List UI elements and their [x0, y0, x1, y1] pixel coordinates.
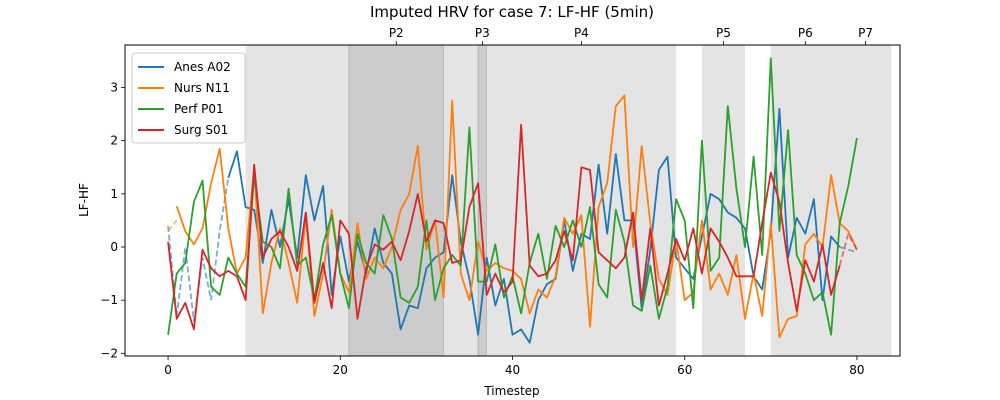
x-tick-label: 80 [849, 363, 864, 377]
x-tick-label: 40 [505, 363, 520, 377]
y-tick-label: −1 [100, 293, 118, 307]
legend-box [131, 52, 246, 144]
phase-labels: P2 P3 P4 P5 P6 P7 [389, 26, 873, 45]
series-line [175, 94, 858, 339]
y-axis: −2 −1 0 1 2 3 [100, 81, 125, 360]
series-imputed-line [167, 219, 178, 232]
y-tick-label: 1 [110, 187, 118, 201]
x-tick-label: 20 [333, 363, 348, 377]
phase-band [245, 45, 349, 356]
legend: Anes A02 Nurs N11 Perf P01 Surg S01 [131, 52, 246, 144]
legend-label: Surg S01 [174, 123, 228, 137]
series-imputed-line [838, 231, 858, 266]
phase-bands [245, 44, 892, 357]
legend-label: Perf P01 [174, 102, 224, 116]
phase-label: P4 [574, 26, 589, 40]
y-tick-label: 0 [110, 240, 118, 254]
phase-label: P5 [716, 26, 731, 40]
x-axis: 0 20 40 60 80 [164, 356, 865, 377]
legend-label: Anes A02 [174, 60, 231, 74]
y-axis-label: LF-HF [77, 183, 91, 217]
phase-band [348, 44, 444, 357]
series-imputed-line [839, 246, 858, 254]
phase-label: P7 [858, 26, 873, 40]
phase-label: P2 [389, 26, 404, 40]
series-imputed-line [167, 177, 230, 322]
legend-label: Nurs N11 [174, 81, 230, 95]
phase-label: P6 [798, 26, 813, 40]
y-tick-label: 3 [110, 81, 118, 95]
y-tick-label: 2 [110, 134, 118, 148]
x-tick-label: 60 [677, 363, 692, 377]
series-line [227, 107, 841, 344]
x-axis-label: Timestep [483, 384, 539, 398]
chart-title: Imputed HRV for case 7: LF-HF (5min) [370, 3, 654, 21]
phase-label: P3 [475, 26, 490, 40]
y-tick-label: −2 [100, 346, 118, 360]
series-line [167, 123, 841, 331]
x-tick-label: 0 [164, 363, 172, 377]
phase-band [839, 45, 892, 356]
series-layer [167, 57, 858, 344]
